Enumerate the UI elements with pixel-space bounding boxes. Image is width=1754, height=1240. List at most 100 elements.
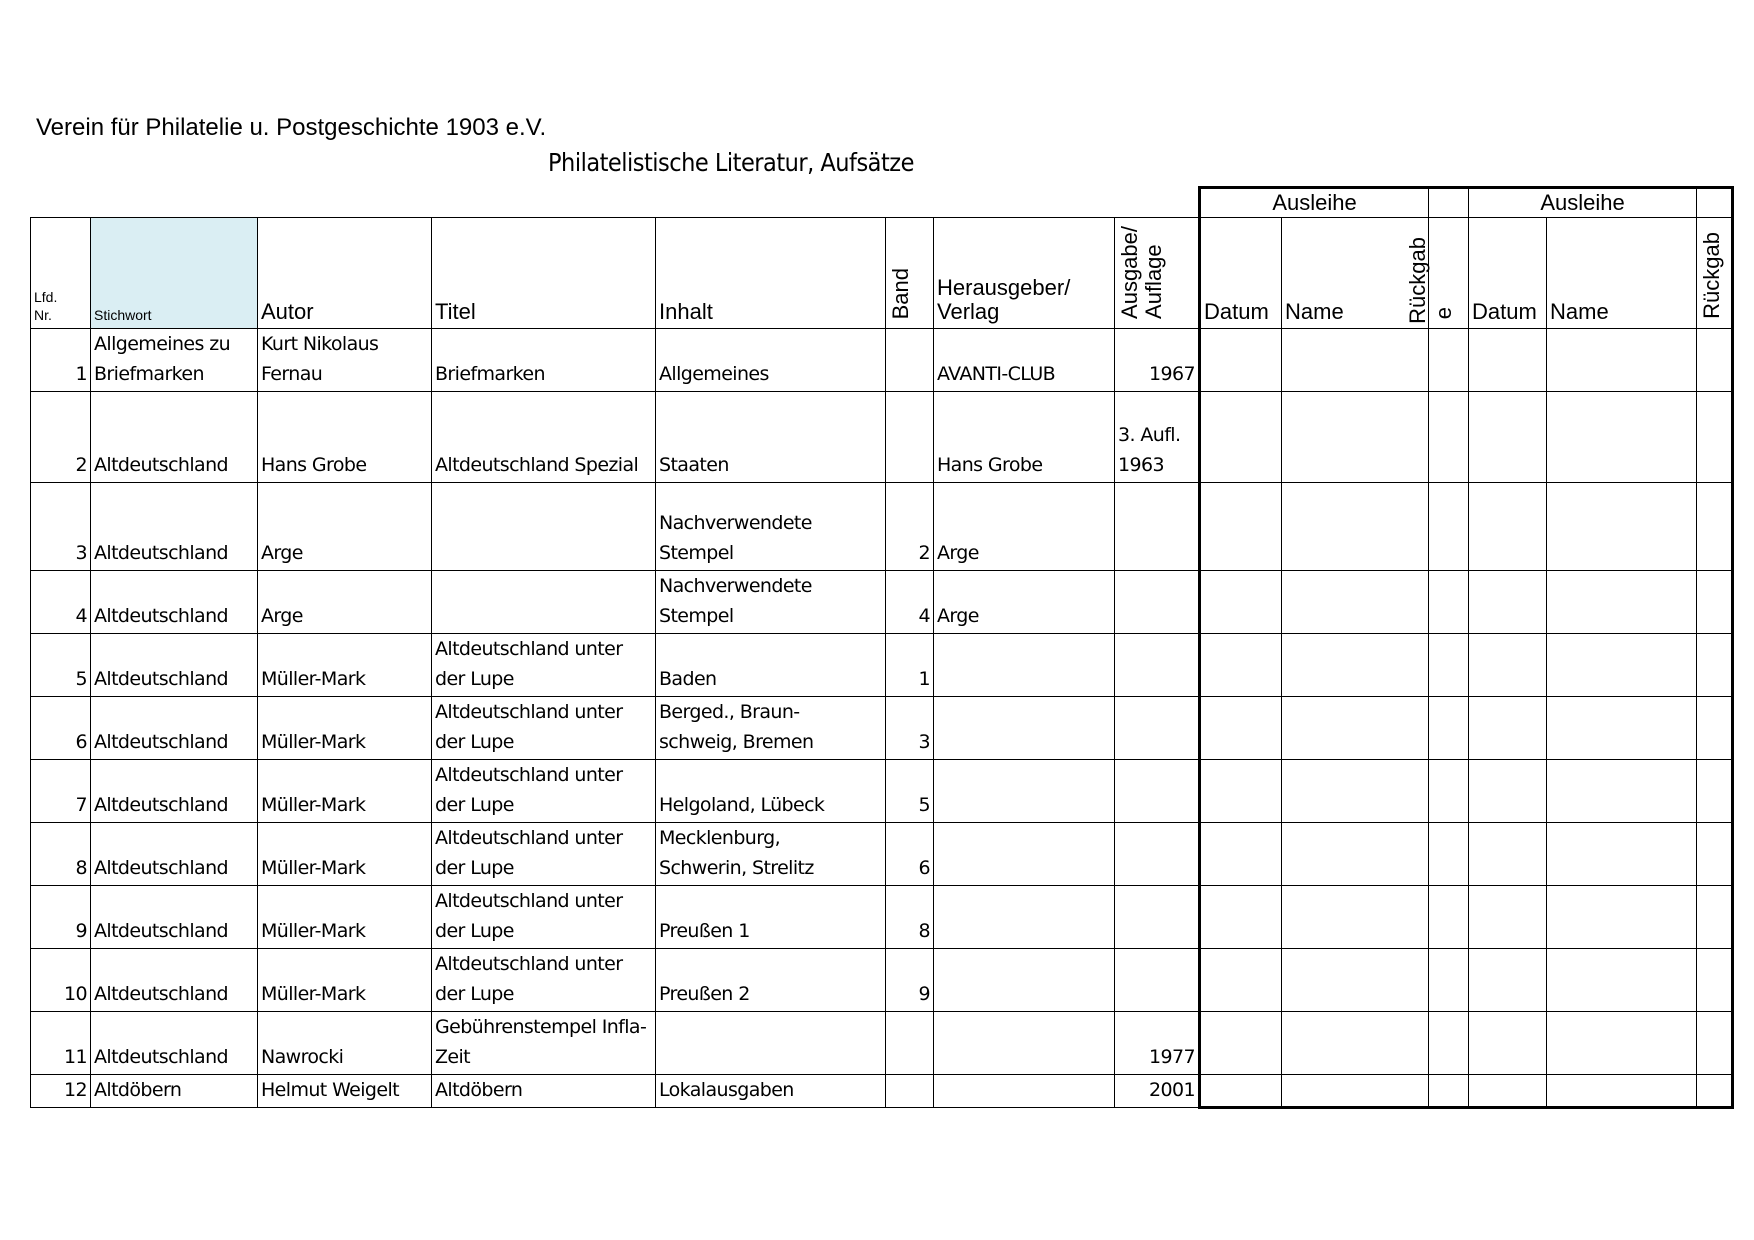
cell-name-2[interactable] xyxy=(1546,696,1698,760)
cell-ausgabe: 1967 xyxy=(1114,328,1200,392)
cell-nr: 2 xyxy=(30,391,91,483)
cell-titel: Altdeutschland unter der Lupe xyxy=(431,948,656,1012)
cell-datum-2[interactable] xyxy=(1468,1074,1548,1109)
cell-inhalt: Nachverwendete Stempel xyxy=(655,570,886,634)
cell-stichwort: Altdeutschland xyxy=(90,391,258,483)
cell-rueckgabe-1[interactable] xyxy=(1428,570,1470,634)
cell-autor: Nawrocki xyxy=(257,1011,432,1075)
loan-group-header-row: Ausleihe Ausleihe xyxy=(31,186,1735,218)
cell-name-2[interactable] xyxy=(1546,948,1698,1012)
cell-name-1[interactable] xyxy=(1280,759,1430,823)
cell-datum-2[interactable] xyxy=(1468,482,1548,571)
col-header-name-1: Name Rückgab xyxy=(1280,217,1430,329)
cell-datum-1[interactable] xyxy=(1198,570,1282,634)
col-header-verlag: Herausgeber/ Verlag xyxy=(933,217,1115,329)
cell-inhalt: Staaten xyxy=(655,391,886,483)
cell-rueckgabe-1[interactable] xyxy=(1428,759,1470,823)
cell-autor: Arge xyxy=(257,570,432,634)
cell-ausgabe xyxy=(1114,482,1200,571)
cell-datum-2[interactable] xyxy=(1468,1011,1548,1075)
cell-rueckgabe-1[interactable] xyxy=(1428,633,1470,697)
cell-rueckgabe-2[interactable] xyxy=(1696,570,1735,634)
table-row: 7 Altdeutschland Müller-Mark Altdeutschland… xyxy=(30,759,1735,823)
cell-rueckgabe-2[interactable] xyxy=(1696,885,1735,949)
table-row: 2 Altdeutschland Hans Grobe Altdeutschland … xyxy=(30,391,1735,483)
cell-rueckgabe-1[interactable] xyxy=(1428,482,1470,571)
ausgabe-label: Ausgabe/ Auflage xyxy=(1117,226,1166,319)
cell-name-2[interactable] xyxy=(1546,570,1698,634)
cell-rueckgabe-2[interactable] xyxy=(1696,696,1735,760)
cell-rueckgabe-2[interactable] xyxy=(1696,948,1735,1012)
cell-rueckgabe-2[interactable] xyxy=(1696,1074,1735,1109)
cell-rueckgabe-2[interactable] xyxy=(1696,1011,1735,1075)
cell-band: 4 xyxy=(885,570,934,634)
cell-datum-1[interactable] xyxy=(1198,482,1282,571)
cell-name-1[interactable] xyxy=(1280,885,1430,949)
cell-name-1[interactable] xyxy=(1280,328,1430,392)
cell-name-2[interactable] xyxy=(1546,1074,1698,1109)
cell-name-2[interactable] xyxy=(1546,328,1698,392)
cell-rueckgabe-1[interactable] xyxy=(1428,696,1470,760)
cell-name-1[interactable] xyxy=(1280,482,1430,571)
cell-band xyxy=(885,391,934,483)
cell-name-2[interactable] xyxy=(1546,482,1698,571)
cell-band: 8 xyxy=(885,885,934,949)
cell-rueckgabe-1[interactable] xyxy=(1428,885,1470,949)
col-header-rueckgabe-1: e xyxy=(1428,217,1470,329)
cell-name-1[interactable] xyxy=(1280,391,1430,483)
cell-rueckgabe-2[interactable] xyxy=(1696,822,1735,886)
cell-datum-2[interactable] xyxy=(1468,948,1548,1012)
cell-datum-2[interactable] xyxy=(1468,391,1548,483)
cell-name-2[interactable] xyxy=(1546,391,1698,483)
cell-name-1[interactable] xyxy=(1280,822,1430,886)
cell-datum-2[interactable] xyxy=(1468,328,1548,392)
cell-rueckgabe-1[interactable] xyxy=(1428,948,1470,1012)
cell-name-2[interactable] xyxy=(1546,885,1698,949)
cell-rueckgabe-1[interactable] xyxy=(1428,822,1470,886)
cell-datum-1[interactable] xyxy=(1198,948,1282,1012)
cell-datum-2[interactable] xyxy=(1468,696,1548,760)
cell-ausgabe xyxy=(1114,759,1200,823)
cell-datum-1[interactable] xyxy=(1198,696,1282,760)
cell-datum-2[interactable] xyxy=(1468,633,1548,697)
cell-rueckgabe-2[interactable] xyxy=(1696,482,1735,571)
cell-datum-1[interactable] xyxy=(1198,885,1282,949)
cell-rueckgabe-1[interactable] xyxy=(1428,1011,1470,1075)
cell-rueckgabe-2[interactable] xyxy=(1696,633,1735,697)
col-header-datum-2: Datum xyxy=(1468,217,1548,329)
cell-ausgabe xyxy=(1114,570,1200,634)
cell-name-1[interactable] xyxy=(1280,1074,1430,1109)
cell-name-2[interactable] xyxy=(1546,759,1698,823)
cell-autor: Müller-Mark xyxy=(257,696,432,760)
cell-name-2[interactable] xyxy=(1546,822,1698,886)
cell-name-2[interactable] xyxy=(1546,633,1698,697)
cell-datum-1[interactable] xyxy=(1198,633,1282,697)
cell-rueckgabe-2[interactable] xyxy=(1696,759,1735,823)
cell-name-1[interactable] xyxy=(1280,696,1430,760)
cell-datum-1[interactable] xyxy=(1198,759,1282,823)
cell-name-1[interactable] xyxy=(1280,1011,1430,1075)
cell-rueckgabe-1[interactable] xyxy=(1428,328,1470,392)
cell-datum-2[interactable] xyxy=(1468,759,1548,823)
cell-rueckgabe-2[interactable] xyxy=(1696,328,1735,392)
cell-rueckgabe-1[interactable] xyxy=(1428,1074,1470,1109)
loan-group-2-header: Ausleihe xyxy=(1468,186,1698,218)
cell-datum-2[interactable] xyxy=(1468,885,1548,949)
cell-rueckgabe-1[interactable] xyxy=(1428,391,1470,483)
cell-datum-1[interactable] xyxy=(1198,822,1282,886)
cell-datum-1[interactable] xyxy=(1198,328,1282,392)
cell-datum-2[interactable] xyxy=(1468,570,1548,634)
cell-name-1[interactable] xyxy=(1280,570,1430,634)
cell-nr: 12 xyxy=(30,1074,91,1108)
cell-datum-1[interactable] xyxy=(1198,1011,1282,1075)
cell-name-1[interactable] xyxy=(1280,633,1430,697)
cell-datum-2[interactable] xyxy=(1468,822,1548,886)
col-header-inhalt: Inhalt xyxy=(655,217,886,329)
cell-name-1[interactable] xyxy=(1280,948,1430,1012)
cell-datum-1[interactable] xyxy=(1198,391,1282,483)
cell-nr: 3 xyxy=(30,482,91,571)
cell-name-2[interactable] xyxy=(1546,1011,1698,1075)
cell-rueckgabe-2[interactable] xyxy=(1696,391,1735,483)
table-row: 3 Altdeutschland Arge Nachverwendete Stempe… xyxy=(30,482,1735,571)
cell-datum-1[interactable] xyxy=(1198,1074,1282,1109)
